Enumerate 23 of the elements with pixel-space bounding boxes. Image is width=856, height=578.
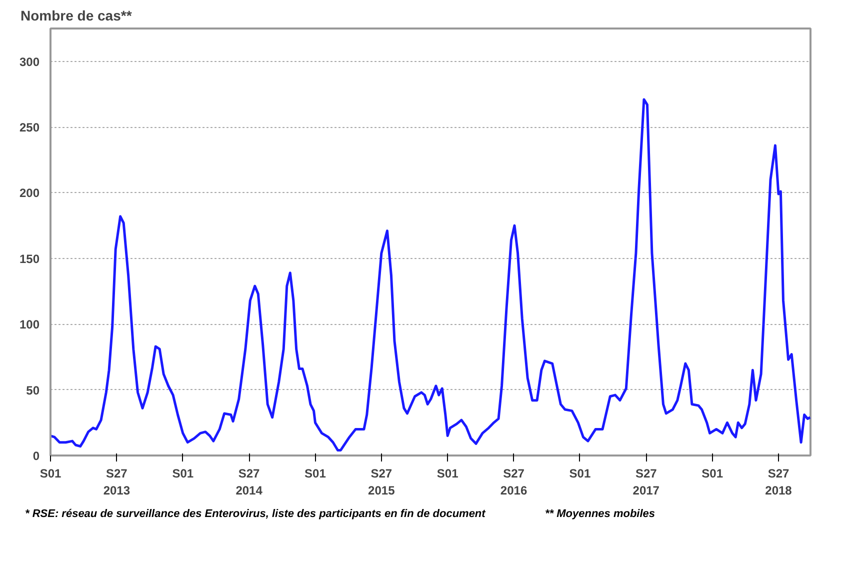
y-axis-title: Nombre de cas** — [20, 8, 132, 24]
x-tick-label: S27 2016 — [500, 466, 528, 498]
y-tick-label: 200 — [19, 186, 40, 200]
y-tick-label: 100 — [19, 318, 40, 332]
x-tick-label: S27 2014 — [236, 466, 263, 498]
x-tick-label: S27 2017 — [632, 466, 660, 498]
y-tick-label: 50 — [26, 383, 40, 398]
x-tick-label: S27 2013 — [103, 466, 130, 498]
line-series — [50, 98, 810, 452]
x-tick-label: S01 — [304, 466, 326, 480]
y-tick-label: 300 — [19, 54, 40, 69]
x-tick-label: S01 — [569, 466, 591, 480]
text: ** Moyennes mobiles — [545, 507, 656, 522]
y-tick-label: 250 — [19, 120, 40, 135]
text: * RSE: réseau de surveillance des Enterovirus, liste des participants en fin de document — [25, 507, 486, 522]
y-tick-label: 150 — [19, 252, 40, 266]
x-tick-label: S27 2018 — [765, 466, 792, 498]
x-tick-label: S01 — [40, 466, 62, 480]
x-tick-label: S01 — [436, 466, 459, 480]
x-tick-label: S01 — [702, 466, 724, 480]
x-tick-label: S01 — [172, 466, 194, 480]
y-tick-label: 0 — [32, 449, 40, 463]
x-tick-label: S27 2015 — [368, 466, 396, 498]
